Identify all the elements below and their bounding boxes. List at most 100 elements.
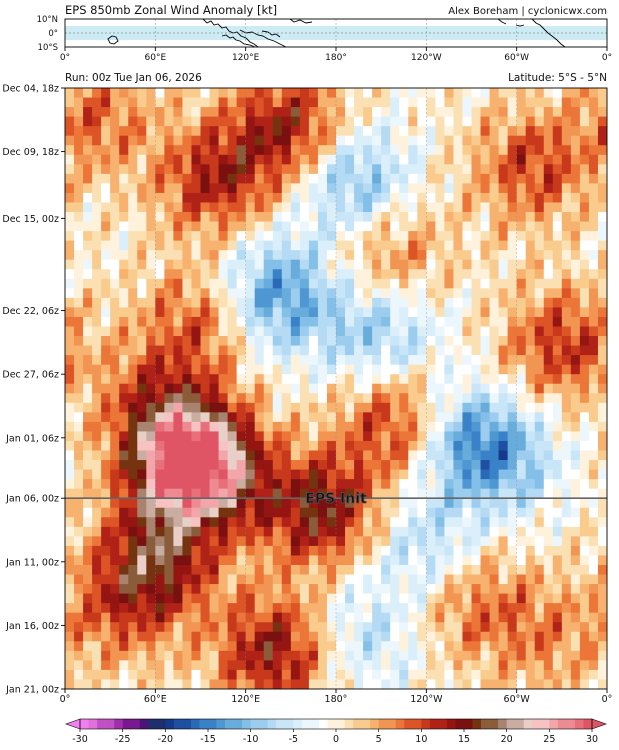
heatmap-cell: [281, 402, 292, 413]
heatmap-cell: [281, 536, 292, 547]
heatmap-cell: [83, 574, 93, 585]
heatmap-cell: [399, 297, 409, 308]
heatmap-cell: [408, 126, 418, 137]
heatmap-cell: [83, 488, 93, 499]
heatmap-cell: [83, 192, 93, 203]
heatmap-cell: [462, 173, 472, 184]
heatmap-cell: [236, 221, 247, 232]
heatmap-cell: [543, 584, 554, 595]
heatmap-cell: [263, 622, 274, 633]
heatmap-cell: [326, 421, 337, 432]
heatmap-cell: [336, 641, 346, 652]
heatmap-cell: [290, 622, 301, 633]
heatmap-cell: [570, 669, 581, 680]
heatmap-cell: [381, 431, 391, 442]
heatmap-cell: [507, 669, 518, 680]
heatmap-cell: [164, 297, 174, 308]
heatmap-cell: [146, 603, 156, 614]
heatmap-cell: [543, 593, 554, 604]
heatmap-cell: [345, 364, 355, 375]
heatmap-cell: [263, 440, 274, 451]
heatmap-cell: [408, 393, 418, 404]
heatmap-cell: [498, 326, 509, 337]
heatmap-cell: [200, 545, 210, 556]
heatmap-cell: [480, 231, 490, 242]
heatmap-cell: [101, 307, 111, 318]
heatmap-cell: [191, 383, 201, 394]
heatmap-cell: [326, 145, 337, 156]
map-lon-tick-label: 60°E: [145, 53, 167, 63]
heatmap-cell: [191, 402, 201, 413]
heatmap-cell: [534, 173, 545, 184]
heatmap-cell: [227, 383, 238, 394]
heatmap-cell: [236, 412, 247, 423]
heatmap-cell: [453, 183, 463, 194]
heatmap-cell: [164, 88, 174, 98]
heatmap-cell: [480, 183, 490, 194]
heatmap-cell: [146, 307, 156, 318]
heatmap-cell: [453, 593, 463, 604]
heatmap-cell: [272, 622, 283, 633]
heatmap-cell: [417, 183, 427, 194]
heatmap-cell: [489, 469, 499, 480]
heatmap-cell: [381, 555, 391, 566]
heatmap-cell: [363, 660, 373, 671]
heatmap-cell: [462, 603, 472, 614]
heatmap-cell: [579, 336, 590, 346]
colorbar-min-extend: [65, 718, 81, 730]
heatmap-cell: [336, 316, 346, 327]
heatmap-cell: [200, 460, 210, 470]
heatmap-cell: [326, 593, 337, 604]
heatmap-cell: [263, 278, 274, 289]
heatmap-cell: [354, 460, 364, 470]
heatmap-cell: [390, 393, 400, 404]
heatmap-cell: [299, 402, 310, 413]
heatmap-cell: [588, 669, 599, 680]
heatmap-cell: [254, 383, 265, 394]
heatmap-cell: [281, 88, 292, 98]
heatmap-cell: [218, 526, 228, 537]
heatmap-cell: [534, 326, 545, 337]
heatmap-cell: [471, 479, 481, 490]
heatmap-cell: [588, 364, 599, 375]
heatmap-cell: [209, 126, 219, 137]
heatmap-cell: [137, 269, 147, 280]
heatmap-cell: [597, 383, 607, 394]
heatmap-cell: [209, 574, 219, 585]
heatmap-cell: [236, 259, 247, 270]
heatmap-cell: [281, 231, 292, 242]
heatmap-cell: [65, 212, 75, 222]
heatmap-cell: [209, 603, 219, 614]
heatmap-cell: [317, 336, 328, 346]
heatmap-cell: [435, 269, 445, 280]
heatmap-cell: [191, 231, 201, 242]
heatmap-cell: [390, 507, 400, 518]
heatmap-cell: [480, 460, 490, 470]
heatmap-cell: [489, 212, 499, 222]
heatmap-cell: [110, 402, 120, 413]
heatmap-cell: [182, 154, 192, 165]
heatmap-cell: [83, 641, 93, 652]
heatmap-cell: [381, 564, 391, 575]
heatmap-cell: [453, 545, 463, 556]
heatmap-cell: [173, 431, 183, 442]
heatmap-cell: [408, 336, 418, 346]
heatmap-cell: [200, 145, 210, 156]
heatmap-cell: [155, 316, 165, 327]
heatmap-cell: [290, 479, 301, 490]
heatmap-cell: [597, 288, 607, 299]
heatmap-cell: [444, 421, 454, 432]
heatmap-cell: [191, 498, 201, 509]
heatmap-cell: [534, 584, 545, 595]
heatmap-cell: [417, 507, 427, 518]
heatmap-cell: [408, 145, 418, 156]
heatmap-cell: [561, 116, 572, 127]
heatmap-cell: [173, 269, 183, 280]
heatmap-cell: [119, 364, 129, 375]
heatmap-cell: [263, 412, 274, 423]
colorbar-tick-label: -30: [72, 734, 88, 745]
heatmap-cell: [579, 412, 590, 423]
heatmap-cell: [119, 460, 129, 470]
heatmap-cell: [65, 545, 75, 556]
heatmap-cell: [336, 173, 346, 184]
